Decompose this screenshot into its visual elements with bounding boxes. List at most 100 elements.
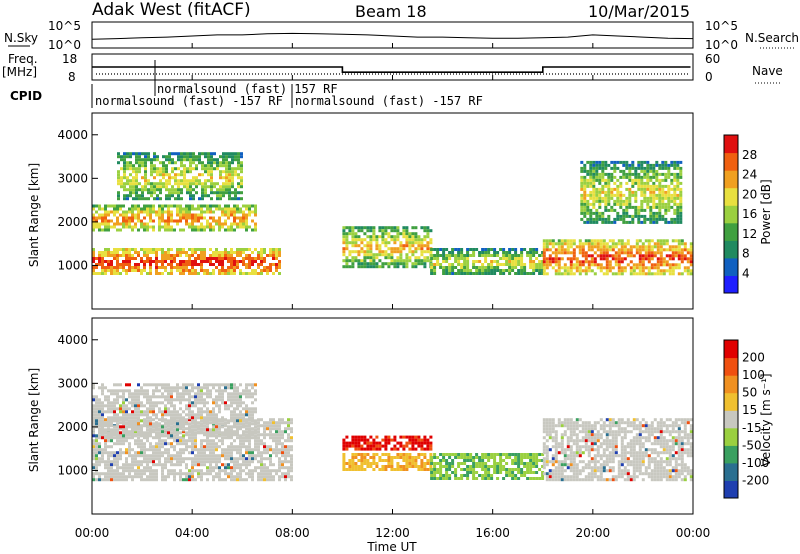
heatmap-cell — [140, 425, 143, 429]
heatmap-cell — [221, 395, 224, 399]
heatmap-cell — [563, 263, 567, 267]
heatmap-cell — [619, 199, 623, 203]
heatmap-cell — [197, 254, 200, 257]
heatmap-cell — [161, 263, 164, 266]
heatmap-cell — [227, 475, 230, 479]
heatmap-cell — [643, 175, 647, 179]
heatmap-cell — [460, 477, 464, 480]
heatmap-cell — [611, 242, 615, 246]
heatmap-cell — [224, 448, 227, 452]
heatmap-cell — [125, 389, 128, 393]
heatmap-cell — [188, 272, 191, 275]
heatmap-cell — [284, 457, 287, 461]
heatmap-cell — [129, 161, 132, 165]
heatmap-cell — [138, 161, 141, 165]
heatmap-cell — [113, 398, 116, 402]
heatmap-cell — [254, 260, 257, 263]
heatmap-cell — [529, 266, 533, 269]
heatmap-cell — [230, 469, 233, 473]
heatmap-cell — [156, 170, 159, 174]
heatmap-cell — [260, 454, 263, 458]
heatmap-cell — [131, 422, 134, 426]
heatmap-cell — [210, 182, 213, 186]
heatmap-cell — [95, 398, 98, 402]
heatmap-cell — [95, 460, 98, 464]
heatmap-cell — [493, 248, 497, 251]
heatmap-cell — [671, 269, 675, 273]
heatmap-cell — [655, 220, 659, 224]
heatmap-cell — [502, 459, 506, 462]
heatmap-cell — [399, 444, 403, 448]
heatmap-cell — [260, 457, 263, 461]
heatmap-cell — [387, 235, 391, 239]
heatmap-cell — [366, 250, 370, 254]
heatmap-cell — [186, 170, 189, 174]
heatmap-cell — [110, 416, 113, 420]
heatmap-cell — [580, 196, 584, 200]
heatmap-cell — [345, 265, 349, 269]
heatmap-cell — [218, 469, 221, 473]
heatmap-cell — [281, 430, 284, 434]
heatmap-cell — [263, 421, 266, 425]
heatmap-cell — [578, 248, 582, 252]
heatmap-cell — [659, 254, 663, 258]
heatmap-cell — [98, 424, 101, 428]
heatmap-cell — [225, 182, 228, 186]
heatmap-cell — [182, 451, 185, 455]
heatmap-cell — [366, 265, 370, 269]
heatmap-cell — [481, 468, 485, 471]
heatmap-cell — [583, 190, 587, 194]
heatmap-cell — [119, 266, 122, 269]
heatmap-cell — [117, 176, 120, 180]
heatmap-cell — [613, 199, 617, 203]
heatmap-cell — [152, 404, 155, 408]
heatmap-cell — [499, 269, 503, 272]
heatmap-cell — [520, 456, 524, 459]
heatmap-cell — [542, 257, 546, 261]
heatmap-cell — [460, 468, 464, 471]
heatmap-cell — [185, 457, 188, 461]
heatmap-cell — [224, 204, 227, 208]
heatmap-cell — [107, 460, 110, 464]
heatmap-cell — [408, 247, 412, 251]
heatmap-cell — [616, 160, 620, 164]
heatmap-cell — [580, 178, 584, 182]
heatmap-cell — [664, 193, 668, 197]
heatmap-cell — [590, 269, 594, 273]
heatmap-cell — [481, 465, 485, 468]
heatmap-cell — [197, 207, 200, 211]
heatmap-cell — [173, 445, 176, 449]
heatmap-cell — [487, 459, 491, 462]
heatmap-cell — [110, 434, 113, 438]
heatmap-cell — [125, 225, 128, 229]
heatmap-cell — [174, 176, 177, 180]
heatmap-cell — [132, 182, 135, 186]
heatmap-cell — [197, 469, 200, 473]
heatmap-cell — [222, 194, 225, 198]
heatmap-cell — [420, 262, 424, 266]
heatmap-cell — [372, 441, 376, 445]
heatmap-cell — [128, 263, 131, 266]
heatmap-cell — [677, 257, 681, 261]
heatmap-cell — [662, 242, 666, 246]
heatmap-cell — [101, 457, 104, 461]
heatmap-cell — [405, 235, 409, 239]
heatmap-cell — [646, 175, 650, 179]
heatmap-cell — [278, 433, 281, 437]
heatmap-cell — [254, 210, 257, 214]
heatmap-cell — [529, 260, 533, 263]
heatmap-cell — [185, 431, 188, 435]
heatmap-cell — [405, 241, 409, 245]
heatmap-cell — [625, 211, 629, 215]
heatmap-cell — [650, 266, 654, 270]
heatmap-cell — [689, 248, 693, 252]
heatmap-cell — [182, 383, 185, 387]
heatmap-cell — [171, 170, 174, 174]
heatmap-cell — [611, 248, 615, 252]
heatmap-cell — [191, 225, 194, 229]
heatmap-cell — [580, 160, 584, 164]
heatmap-cell — [227, 451, 230, 455]
heatmap-cell — [637, 187, 641, 191]
heatmap-cell — [231, 158, 234, 162]
heatmap-cell — [257, 439, 260, 443]
